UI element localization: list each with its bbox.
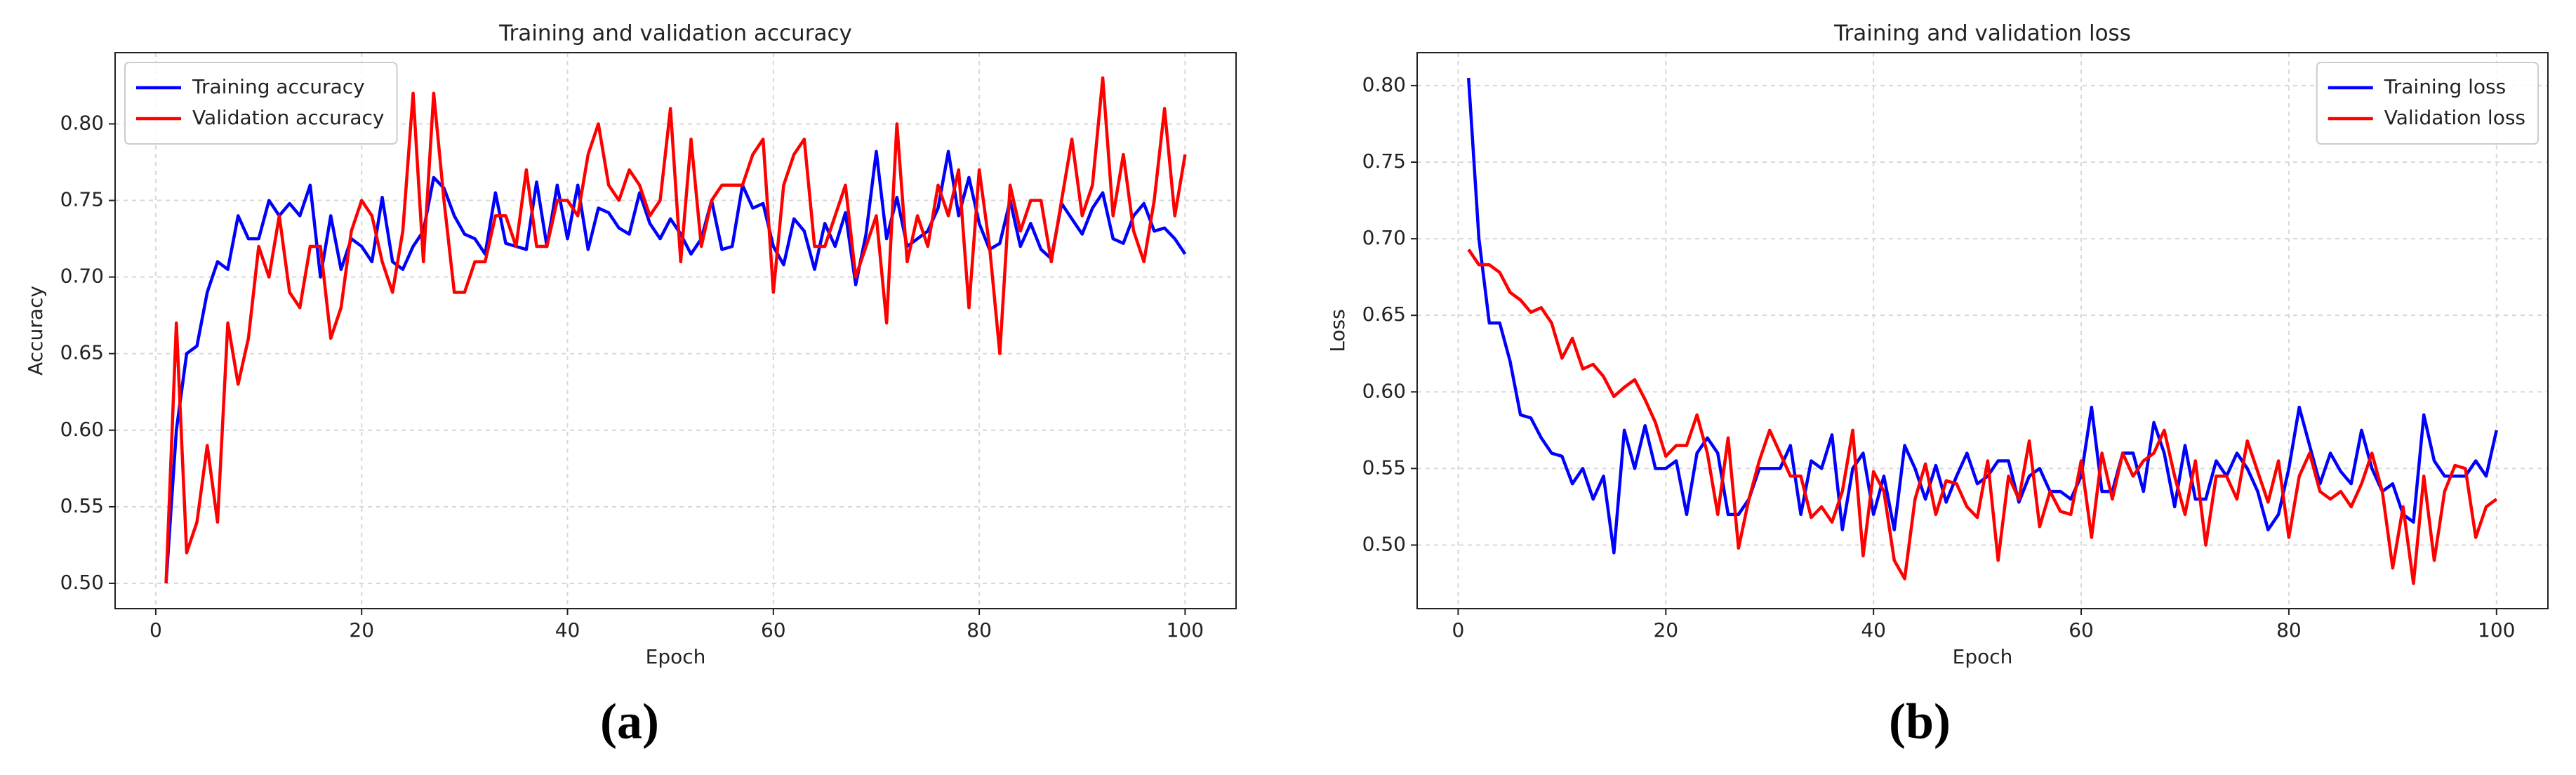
y-tick-label: 0.75 — [60, 188, 104, 211]
chart-title: Training and validation loss — [1833, 21, 2131, 46]
x-tick-label: 100 — [2478, 618, 2515, 642]
legend: Training accuracy Validation accuracy — [124, 62, 398, 145]
x-tick-label: 0 — [150, 618, 162, 642]
data-line — [164, 76, 1187, 584]
x-tick-label: 40 — [555, 618, 580, 642]
y-tick-label: 0.65 — [60, 341, 104, 364]
data-line — [1467, 249, 2498, 585]
legend-box — [124, 62, 398, 145]
x-tick-label: 40 — [1861, 618, 1886, 642]
y-tick-label: 0.50 — [60, 571, 104, 594]
x-tick-label: 60 — [2069, 618, 2094, 642]
data-line — [164, 150, 1187, 584]
x-tick-label: 0 — [1452, 618, 1465, 642]
y-tick-label: 0.80 — [1362, 73, 1406, 96]
y-tick-label: 0.50 — [1362, 532, 1406, 555]
caption: (a) — [600, 694, 659, 750]
x-tick-label: 80 — [2276, 618, 2302, 642]
x-tick-label: 60 — [761, 618, 786, 642]
y-tick-label: 0.80 — [60, 111, 104, 134]
legend-box — [2316, 62, 2539, 145]
caption: (b) — [1889, 694, 1951, 750]
plot-frame — [1416, 52, 2549, 609]
chart-title: Training and validation accuracy — [498, 21, 852, 46]
y-tick-label: 0.70 — [1362, 226, 1406, 249]
legend-label: Training loss — [2384, 75, 2506, 98]
y-tick-label: 0.55 — [1362, 456, 1406, 479]
plot-area — [1417, 53, 2548, 609]
plot-frame — [114, 52, 1237, 609]
y-axis-label: Accuracy — [24, 286, 47, 376]
data-line — [1466, 77, 2498, 555]
legend-label: Training accuracy — [192, 75, 365, 98]
y-tick-label: 0.70 — [60, 265, 104, 288]
x-axis-label: Epoch — [646, 645, 706, 668]
legend-label: Validation accuracy — [192, 106, 385, 129]
legend-label: Validation loss — [2384, 106, 2525, 129]
x-tick-label: 20 — [349, 618, 374, 642]
x-tick-label: 20 — [1653, 618, 1678, 642]
y-tick-label: 0.75 — [1362, 150, 1406, 173]
y-axis-label: Loss — [1326, 309, 1349, 352]
plot-area — [115, 53, 1236, 609]
y-tick-label: 0.55 — [60, 494, 104, 517]
y-tick-label: 0.65 — [1362, 303, 1406, 326]
x-axis-label: Epoch — [1953, 645, 2013, 668]
y-tick-label: 0.60 — [60, 418, 104, 441]
x-tick-label: 100 — [1167, 618, 1204, 642]
x-tick-label: 80 — [967, 618, 992, 642]
legend: Training loss Validation loss — [2316, 62, 2539, 145]
y-tick-label: 0.60 — [1362, 379, 1406, 402]
